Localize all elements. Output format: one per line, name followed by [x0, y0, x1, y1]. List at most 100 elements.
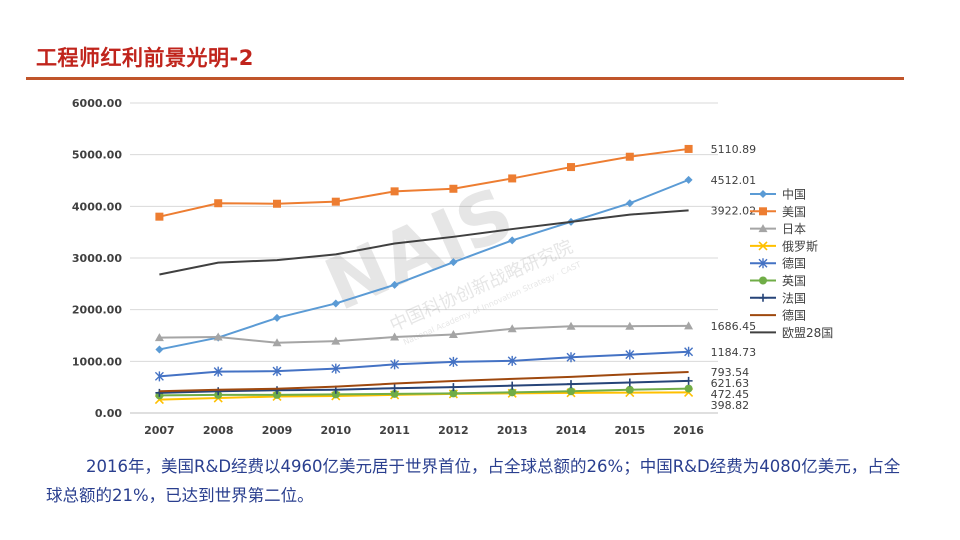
data-point: [273, 313, 281, 322]
series-line: [159, 387, 689, 397]
data-point: [567, 387, 575, 396]
legend-label: 中国: [782, 187, 806, 202]
data-point: [625, 349, 635, 360]
data-point: [213, 332, 223, 341]
data-point: [154, 333, 164, 342]
series-2: [154, 321, 694, 347]
data-point: [507, 355, 517, 366]
legend-item: 德国: [750, 256, 806, 271]
legend-label: 美国: [782, 205, 806, 219]
data-point: [448, 329, 458, 338]
legend-item: 俄罗斯: [750, 239, 818, 253]
data-point: [154, 371, 164, 382]
data-point: [759, 207, 767, 216]
x-tick-label: 2012: [438, 424, 469, 437]
data-point: [390, 280, 399, 289]
y-tick-label: 3000.00: [72, 252, 122, 265]
end-label: 5110.89: [711, 143, 757, 156]
data-point: [155, 345, 164, 354]
legend-label: 欧盟28国: [782, 326, 833, 340]
data-point: [213, 366, 223, 377]
chart-container: NAIS 中国科协创新战略研究院 National Academy of Inn…: [28, 88, 898, 438]
data-point: [155, 388, 164, 397]
end-label: 1686.45: [711, 320, 757, 333]
legend-label: 德国: [782, 256, 806, 271]
end-label: 3922.02: [711, 204, 757, 217]
series-1: [155, 144, 693, 221]
data-point: [684, 144, 693, 153]
series-line: [159, 209, 689, 276]
y-tick-label: 0.00: [95, 407, 122, 420]
y-axis-ticks: 0.00 1000.00 2000.00 3000.00 4000.00 5000.00 6…: [72, 97, 122, 420]
legend-item: 日本: [750, 222, 806, 236]
legend-label: 俄罗斯: [782, 239, 818, 253]
data-point: [449, 383, 458, 392]
x-tick-label: 2014: [556, 424, 587, 437]
legend-label: 日本: [782, 222, 806, 236]
end-label: 621.63: [711, 377, 750, 390]
data-point: [214, 199, 223, 208]
x-tick-label: 2007: [144, 424, 175, 437]
series-line: [159, 371, 689, 393]
data-point: [272, 338, 282, 347]
data-point: [566, 321, 576, 330]
end-label: 4512.01: [711, 174, 757, 187]
legend-label: 法国: [782, 291, 806, 305]
line-chart: NAIS 中国科协创新战略研究院 National Academy of Inn…: [72, 97, 833, 437]
y-tick-label: 2000.00: [72, 304, 122, 317]
data-point: [508, 381, 517, 390]
legend-item: 美国: [750, 205, 806, 219]
data-point: [449, 389, 458, 398]
y-tick-label: 6000.00: [72, 97, 122, 110]
data-point: [625, 321, 635, 330]
caption-body: 2016年，美国R&D经费以4960亿美元居于世界首位，占全球总额的26%；中国…: [46, 457, 901, 505]
data-point: [331, 390, 340, 399]
caption-text: 2016年，美国R&D经费以4960亿美元居于世界首位，占全球总额的26%；中国…: [46, 452, 906, 510]
data-point: [331, 197, 340, 206]
series-0: [155, 175, 693, 354]
x-tick-label: 2008: [203, 424, 234, 437]
data-point: [759, 276, 767, 285]
data-point: [758, 241, 768, 251]
data-point: [567, 380, 575, 389]
x-tick-label: 2010: [320, 424, 351, 437]
data-point: [331, 299, 340, 308]
x-tick-label: 2009: [262, 424, 293, 437]
data-point: [448, 356, 458, 367]
legend-item: 德国: [750, 308, 806, 323]
y-tick-label: 4000.00: [72, 200, 122, 213]
data-point: [625, 199, 634, 208]
series-line: [159, 324, 689, 344]
data-point: [759, 190, 767, 198]
data-point: [273, 199, 281, 208]
data-point: [155, 212, 164, 221]
data-point: [508, 236, 517, 245]
data-point: [758, 258, 768, 269]
data-point: [684, 376, 693, 385]
data-point: [390, 359, 400, 370]
data-point: [508, 174, 517, 183]
data-point: [331, 336, 341, 345]
series-8: [159, 209, 689, 276]
watermark: NAIS 中国科协创新战略研究院 National Academy of Inn…: [313, 171, 582, 347]
data-point: [625, 152, 634, 161]
data-point: [684, 346, 694, 357]
end-label: 398.82: [711, 399, 750, 412]
data-point: [625, 378, 634, 387]
x-axis-ticks: 2007 2008 2009 2010 2011 2012 2013 2014 2015 2016: [144, 424, 704, 437]
data-point: [684, 175, 693, 184]
data-point: [566, 352, 576, 363]
legend-item: 英国: [750, 274, 806, 288]
legend-item: 中国: [750, 187, 806, 202]
data-point: [390, 389, 399, 398]
data-point: [758, 224, 768, 233]
end-label: 793.54: [711, 366, 750, 379]
y-tick-label: 5000.00: [72, 149, 122, 162]
x-tick-label: 2016: [673, 424, 704, 437]
legend-label: 德国: [782, 308, 806, 323]
series-4: [154, 346, 694, 382]
data-point: [390, 332, 400, 341]
data-point: [390, 187, 399, 196]
data-point: [272, 366, 282, 377]
